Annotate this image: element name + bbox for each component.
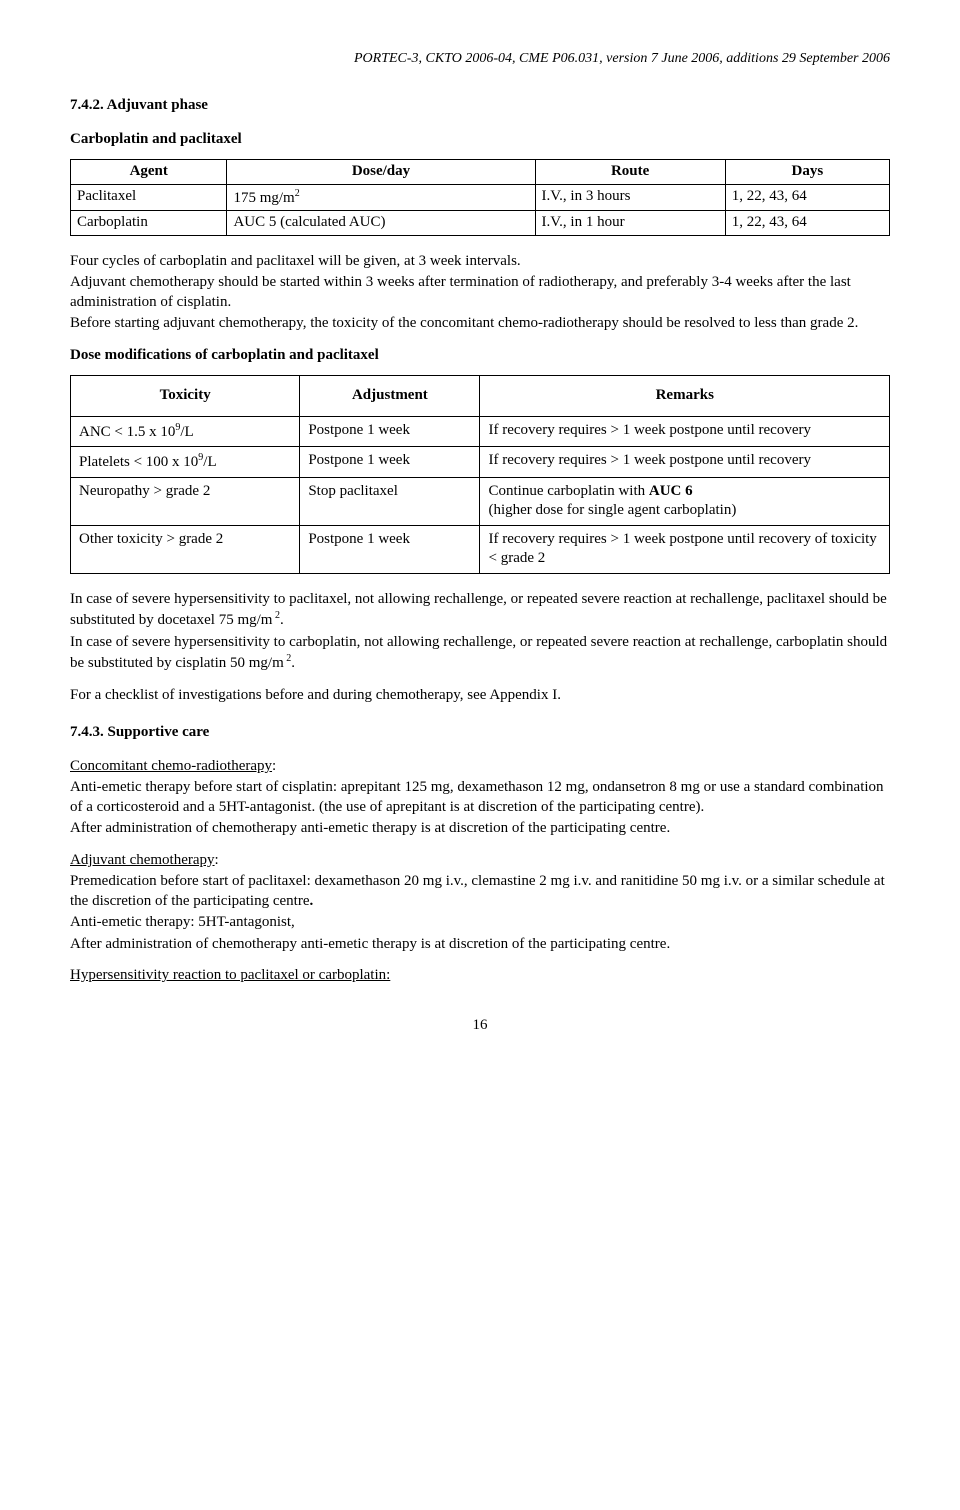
table-header-row: Toxicity Adjustment Remarks — [71, 376, 890, 417]
col-adjustment: Adjustment — [300, 376, 480, 417]
tox-text: ANC < 1.5 x 10 — [79, 424, 175, 440]
cell-remarks: If recovery requires > 1 week postpone u… — [480, 525, 890, 573]
tox-text: Platelets < 100 x 10 — [79, 454, 198, 470]
sup: 2 — [272, 610, 280, 621]
cell-toxicity: Other toxicity > grade 2 — [71, 525, 300, 573]
dose-text: 175 mg/m — [233, 190, 294, 206]
paragraph: After administration of chemotherapy ant… — [70, 935, 890, 955]
col-toxicity: Toxicity — [71, 376, 300, 417]
col-agent: Agent — [71, 160, 227, 185]
underline-text: Concomitant chemo-radiotherapy — [70, 758, 272, 774]
document-header: PORTEC-3, CKTO 2006-04, CME P06.031, ver… — [70, 50, 890, 68]
rem-bold: AUC 6 — [649, 483, 693, 499]
cell-adjustment: Stop paclitaxel — [300, 477, 480, 525]
cell-dose: 175 mg/m2 — [227, 184, 535, 211]
underline-text: Adjuvant chemotherapy — [70, 852, 215, 868]
cell-dose: AUC 5 (calculated AUC) — [227, 211, 535, 236]
cell-days: 1, 22, 43, 64 — [725, 184, 889, 211]
text: . — [280, 612, 284, 628]
cell-days: 1, 22, 43, 64 — [725, 211, 889, 236]
paragraph: After administration of chemotherapy ant… — [70, 819, 890, 839]
paragraph: For a checklist of investigations before… — [70, 686, 890, 706]
paragraph: In case of severe hypersensitivity to pa… — [70, 590, 890, 631]
cell-remarks: If recovery requires > 1 week postpone u… — [480, 416, 890, 447]
page-number: 16 — [70, 1016, 890, 1036]
cell-toxicity: Platelets < 100 x 109/L — [71, 447, 300, 478]
text: . — [291, 655, 295, 671]
paragraph: Hypersensitivity reaction to paclitaxel … — [70, 966, 890, 986]
cell-toxicity: ANC < 1.5 x 109/L — [71, 416, 300, 447]
paragraph: In case of severe hypersensitivity to ca… — [70, 633, 890, 674]
adjuvant-heading: Adjuvant chemotherapy: — [70, 851, 890, 871]
paragraph: Premedication before start of paclitaxel… — [70, 872, 890, 911]
paragraph: Adjuvant chemotherapy should be started … — [70, 273, 890, 312]
text: In case of severe hypersensitivity to pa… — [70, 591, 887, 629]
concomitant-heading: Concomitant chemo-radiotherapy: — [70, 757, 890, 777]
paragraph: Anti-emetic therapy: 5HT-antagonist, — [70, 913, 890, 933]
cell-remarks: Continue carboplatin with AUC 6 (higher d… — [480, 477, 890, 525]
tox-text: /L — [203, 454, 216, 470]
table-row: Other toxicity > grade 2 Postpone 1 week… — [71, 525, 890, 573]
table-row: Paclitaxel 175 mg/m2 I.V., in 3 hours 1,… — [71, 184, 890, 211]
tox-text: /L — [180, 424, 193, 440]
cell-toxicity: Neuropathy > grade 2 — [71, 477, 300, 525]
table-row: Platelets < 100 x 109/L Postpone 1 week … — [71, 447, 890, 478]
col-dose: Dose/day — [227, 160, 535, 185]
cell-agent: Carboplatin — [71, 211, 227, 236]
section-743-title: 7.4.3. Supportive care — [70, 723, 890, 743]
text: Premedication before start of paclitaxel… — [70, 873, 885, 909]
col-remarks: Remarks — [480, 376, 890, 417]
cell-adjustment: Postpone 1 week — [300, 416, 480, 447]
table-row: ANC < 1.5 x 109/L Postpone 1 week If rec… — [71, 416, 890, 447]
section-742-title: 7.4.2. Adjuvant phase — [70, 96, 890, 116]
cell-adjustment: Postpone 1 week — [300, 525, 480, 573]
table-row: Neuropathy > grade 2 Stop paclitaxel Con… — [71, 477, 890, 525]
carboplatin-title: Carboplatin and paclitaxel — [70, 130, 890, 150]
table-header-row: Agent Dose/day Route Days — [71, 160, 890, 185]
bold-period: . — [310, 893, 314, 909]
paragraph: Before starting adjuvant chemotherapy, t… — [70, 314, 890, 334]
col-days: Days — [725, 160, 889, 185]
rem-text: Continue carboplatin with — [488, 483, 648, 499]
cell-remarks: If recovery requires > 1 week postpone u… — [480, 447, 890, 478]
cell-adjustment: Postpone 1 week — [300, 447, 480, 478]
adjustment-table: Toxicity Adjustment Remarks ANC < 1.5 x … — [70, 375, 890, 574]
paragraph: Anti-emetic therapy before start of cisp… — [70, 778, 890, 817]
dose-sup: 2 — [295, 188, 300, 199]
cell-route: I.V., in 3 hours — [535, 184, 725, 211]
table-row: Carboplatin AUC 5 (calculated AUC) I.V.,… — [71, 211, 890, 236]
dose-mod-title: Dose modifications of carboplatin and pa… — [70, 346, 890, 366]
dose-table: Agent Dose/day Route Days Paclitaxel 175… — [70, 159, 890, 236]
text: In case of severe hypersensitivity to ca… — [70, 634, 887, 672]
paragraph: Four cycles of carboplatin and paclitaxe… — [70, 252, 890, 272]
cell-agent: Paclitaxel — [71, 184, 227, 211]
underline-text: Hypersensitivity reaction to paclitaxel … — [70, 967, 390, 983]
rem-text: (higher dose for single agent carboplati… — [488, 502, 736, 518]
cell-route: I.V., in 1 hour — [535, 211, 725, 236]
col-route: Route — [535, 160, 725, 185]
